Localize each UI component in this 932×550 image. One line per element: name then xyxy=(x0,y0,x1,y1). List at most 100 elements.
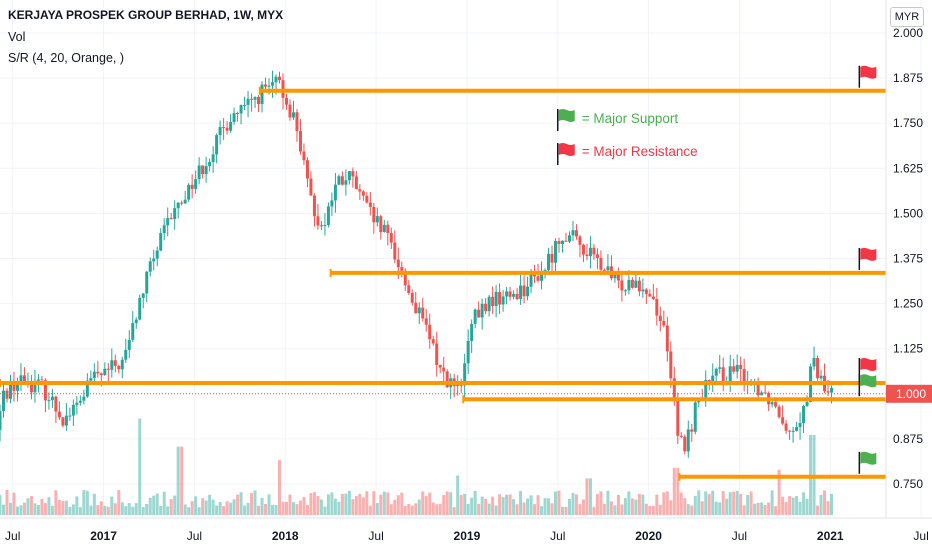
volume-bar xyxy=(616,494,620,515)
candle-body xyxy=(798,422,802,428)
candle-body xyxy=(229,121,233,131)
candle-body xyxy=(291,112,295,118)
candle-body xyxy=(648,293,652,297)
candle-body xyxy=(812,357,816,367)
candle-body xyxy=(655,299,659,316)
y-tick-label: 1.750 xyxy=(893,116,923,130)
x-tick-label: Jul xyxy=(550,529,565,543)
volume-bar xyxy=(278,460,282,515)
candle-body xyxy=(382,224,386,233)
candle-body xyxy=(208,161,212,167)
volume-bar xyxy=(739,494,743,515)
candle-body xyxy=(732,366,736,372)
volume-bar xyxy=(208,494,212,515)
red-flag-icon xyxy=(858,247,877,270)
volume-label[interactable]: Vol xyxy=(8,30,26,44)
volume-bar xyxy=(567,499,571,515)
candle-body xyxy=(141,293,145,298)
volume-bar xyxy=(781,496,785,515)
volume-bar xyxy=(669,500,673,515)
candle-body xyxy=(816,357,820,379)
volume-bar xyxy=(407,504,411,515)
y-tick-label: 1.125 xyxy=(893,342,923,356)
volume-bar xyxy=(64,500,68,515)
candle-body xyxy=(595,254,599,258)
red-flag-icon xyxy=(556,143,575,165)
volume-bar xyxy=(784,502,788,515)
volume-bar xyxy=(431,502,435,515)
y-tick-label: 1.625 xyxy=(893,161,923,175)
candle-body xyxy=(588,247,592,257)
volume-bar xyxy=(644,503,648,515)
candle-body xyxy=(180,202,184,204)
volume-bar xyxy=(340,493,344,515)
volume-bar xyxy=(742,505,746,515)
volume-bar xyxy=(410,505,414,515)
candle-body xyxy=(494,291,498,306)
volume-bar xyxy=(8,502,12,515)
volume-bar xyxy=(686,504,690,515)
candle-body xyxy=(197,165,201,180)
candle-body xyxy=(78,400,82,403)
candle-body xyxy=(278,76,282,81)
volume-bar xyxy=(714,501,718,515)
volume-bar xyxy=(5,489,9,515)
volume-bar xyxy=(155,493,159,515)
candle-body xyxy=(368,202,372,207)
volume-bar xyxy=(281,501,285,515)
volume-bar xyxy=(494,505,498,515)
volume-bar xyxy=(173,495,177,515)
candle-body xyxy=(319,225,323,227)
volume-bar xyxy=(564,506,568,515)
candle-body xyxy=(218,127,222,136)
candle-body xyxy=(679,435,683,437)
last-price-tag-text: 1.000 xyxy=(896,387,926,401)
candle-body xyxy=(71,404,75,416)
candle-body xyxy=(29,382,33,393)
candle-body xyxy=(215,135,219,155)
volume-bar xyxy=(746,494,750,515)
candle-body xyxy=(620,280,624,291)
volume-bar xyxy=(138,418,142,515)
volume-bar xyxy=(253,490,257,515)
volume-bar xyxy=(368,505,372,515)
candle-body xyxy=(253,97,257,100)
indicator-label[interactable]: S/R (4, 20, Orange, ) xyxy=(8,51,125,65)
volume-bar xyxy=(176,446,180,515)
volume-bar xyxy=(704,491,708,515)
volume-bar xyxy=(637,493,641,515)
volume-bar xyxy=(194,496,198,515)
volume-bar xyxy=(372,491,376,515)
legend-resistance-label: = Major Resistance xyxy=(582,144,698,159)
candle-body xyxy=(721,367,725,384)
candle-body xyxy=(634,280,638,288)
candle-body xyxy=(15,381,19,391)
candle-body xyxy=(473,309,477,324)
candle-body xyxy=(644,289,648,294)
volume-bar xyxy=(456,475,460,515)
volume-bar xyxy=(309,493,313,515)
candle-body xyxy=(623,290,627,292)
volume-bar xyxy=(463,493,467,515)
volume-bar xyxy=(75,496,79,515)
candle-body xyxy=(501,296,505,305)
candle-body xyxy=(672,378,676,398)
symbol-title[interactable]: KERJAYA PROSPEK GROUP BERHAD, 1W, MYX xyxy=(8,8,284,22)
volume-bar xyxy=(229,502,233,515)
volume-bar xyxy=(557,490,561,515)
candle-body xyxy=(564,240,568,242)
volume-bar xyxy=(131,506,135,515)
candle-body xyxy=(581,244,585,255)
candle-body xyxy=(33,380,37,393)
volume-bar xyxy=(777,469,781,515)
volume-bar xyxy=(672,467,676,515)
candle-body xyxy=(533,274,537,277)
volume-bar xyxy=(526,498,530,515)
volume-bar xyxy=(50,505,54,515)
currency-button[interactable]: MYR xyxy=(890,7,924,27)
candle-body xyxy=(547,253,551,271)
volume-bar xyxy=(554,491,558,515)
x-tick-label: 2018 xyxy=(272,529,299,543)
candle-body xyxy=(243,104,247,106)
